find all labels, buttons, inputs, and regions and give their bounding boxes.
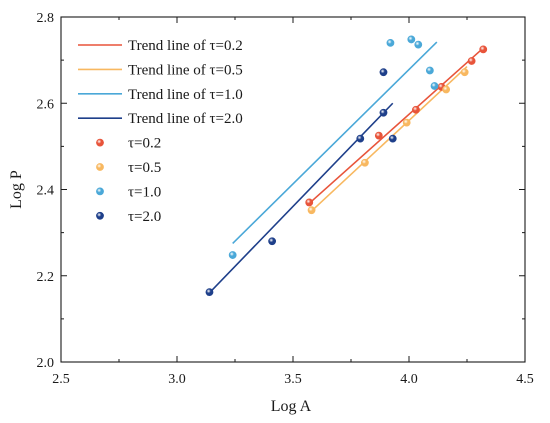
data-point-series-3-3 <box>407 35 416 44</box>
y-tick-label: 2.6 <box>37 97 55 112</box>
data-point-series-3-4 <box>414 40 423 49</box>
data-point-series-3-2 <box>386 38 395 47</box>
legend-trend-label: Trend line of τ=0.5 <box>128 62 243 78</box>
data-point-series-1-3 <box>412 105 420 114</box>
legend-trend-label: Trend line of τ=2.0 <box>128 111 243 127</box>
legend-series-label: τ=0.2 <box>128 136 161 152</box>
y-tick-label: 2.8 <box>37 11 55 26</box>
trend-line-series-4 <box>206 102 394 296</box>
legend-series-label: τ=1.0 <box>128 184 161 200</box>
data-point-series-3-6 <box>430 82 439 90</box>
data-point-series-1-6 <box>479 45 488 54</box>
data-point-series-4-6 <box>388 134 397 143</box>
data-points <box>205 35 488 297</box>
data-point-series-2-1 <box>307 206 316 215</box>
data-point-series-2-4 <box>442 85 451 94</box>
data-point-series-2-3 <box>402 118 411 127</box>
x-axis-label: Log A <box>271 398 312 415</box>
y-tick-label: 2.0 <box>37 356 55 371</box>
data-point-series-4-3 <box>356 134 365 143</box>
trend-line-series-3 <box>232 41 438 244</box>
data-point-series-4-1 <box>205 288 214 297</box>
legend-trend-label: Trend line of τ=0.2 <box>128 38 243 54</box>
legend-marker-swatch <box>96 138 104 147</box>
y-tick-label: 2.2 <box>37 270 55 285</box>
data-point-series-3-5 <box>425 66 434 75</box>
data-point-series-4-5 <box>379 68 388 77</box>
data-point-series-1-5 <box>467 57 476 65</box>
data-point-series-4-2 <box>268 237 277 246</box>
legend-marker-swatch <box>96 211 104 220</box>
data-point-series-2-5 <box>460 68 469 77</box>
data-point-series-4-4 <box>379 108 388 117</box>
legend-trend-label: Trend line of τ=1.0 <box>128 87 243 103</box>
y-tick-label: 2.4 <box>37 184 55 199</box>
data-point-series-1-1 <box>305 198 314 207</box>
legend-series-label: τ=0.5 <box>128 160 161 176</box>
trend-line-series-1 <box>306 47 484 207</box>
legend-marker-swatch <box>96 163 104 171</box>
x-tick-label: 4.0 <box>400 372 418 387</box>
data-point-series-1-2 <box>374 131 383 140</box>
data-point-series-3-1 <box>228 251 237 259</box>
trend-lines <box>206 41 484 296</box>
x-tick-label: 3.5 <box>284 372 302 387</box>
axes: 2.5 3.0 3.5 4.0 4.5 2.0 2.2 2.4 2.6 2.8 Log A Log P <box>8 11 534 415</box>
y-axis-label: Log P <box>8 170 25 209</box>
legend: Trend line of τ=0.2 Trend line of τ=0.5 Tr… <box>78 38 243 225</box>
x-tick-label: 4.5 <box>516 372 534 387</box>
legend-series-label: τ=2.0 <box>128 209 161 225</box>
data-point-series-2-2 <box>361 158 369 167</box>
trend-line-series-2 <box>308 66 468 214</box>
x-tick-label: 3.0 <box>168 372 186 387</box>
legend-marker-swatch <box>96 187 104 196</box>
x-tick-label: 2.5 <box>52 372 70 387</box>
